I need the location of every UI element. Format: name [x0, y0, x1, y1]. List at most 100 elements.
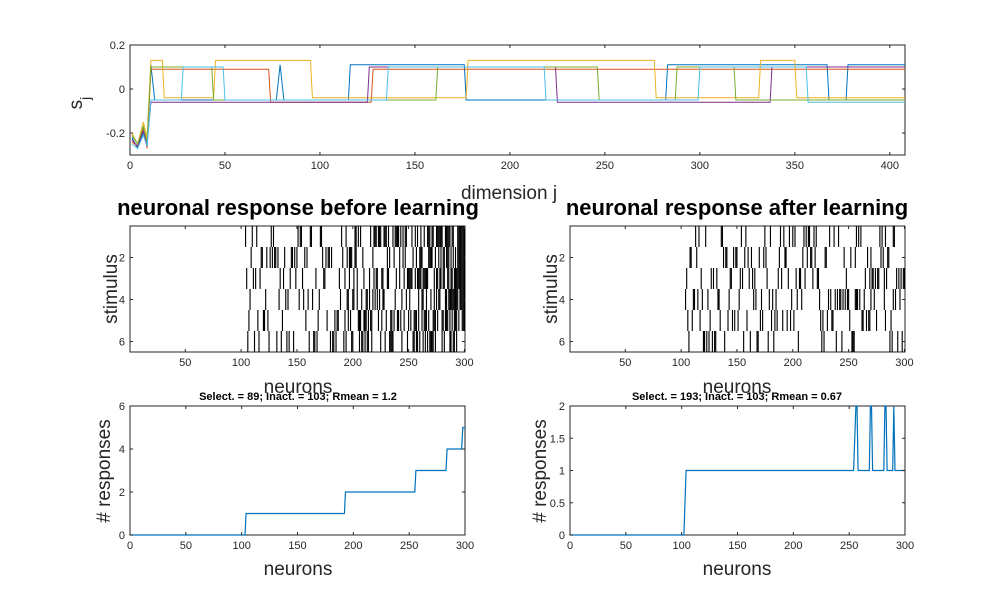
raster-before-response-mark	[275, 247, 277, 268]
raster-after-xtick-label: 150	[728, 357, 746, 369]
raster-after-response-mark	[810, 247, 812, 268]
raster-before-response-mark	[409, 289, 411, 310]
raster-before-response-mark	[460, 226, 462, 247]
raster-before-response-mark	[357, 310, 359, 331]
raster-before-response-mark	[280, 331, 282, 352]
raster-after-response-mark	[702, 331, 704, 352]
raster-before-xtick-label: 250	[399, 357, 417, 369]
raster-before-response-mark	[358, 310, 361, 331]
raster-after-response-mark	[839, 289, 841, 310]
raster-after-response-mark	[894, 289, 897, 310]
raster-after-response-mark	[888, 247, 890, 268]
raster-before-response-mark	[452, 247, 454, 268]
raster-before-response-mark	[272, 226, 275, 247]
raster-before-response-mark	[434, 247, 436, 268]
raster-after-response-mark	[855, 226, 857, 247]
raster-after-response-mark	[899, 289, 901, 310]
raster-before-y-ticks: 2 4 6	[119, 253, 465, 349]
raster-before-response-mark	[313, 331, 315, 352]
raster-after-response-mark	[727, 310, 729, 331]
raster-after-response-mark	[801, 289, 803, 310]
raster-after-response-mark	[754, 268, 756, 289]
raster-before-response-mark	[439, 289, 441, 310]
raster-before-response-mark	[420, 268, 422, 289]
raster-before-response-mark	[451, 226, 453, 247]
raster-before-response-mark	[454, 247, 457, 268]
raster-before-response-mark	[285, 289, 287, 310]
raster-before-response-mark	[380, 226, 382, 247]
raster-before-response-mark	[368, 268, 371, 289]
raster-before-response-mark	[278, 289, 280, 310]
raster-after-response-mark	[759, 310, 761, 331]
raster-before-ytick-label: 2	[119, 253, 125, 265]
raster-before-response-mark	[419, 247, 421, 268]
raster-before-response-mark	[401, 289, 403, 310]
raster-after-response-mark	[842, 289, 844, 310]
counts-before-x-ticks: 0 50 100 150 200 250 300	[127, 406, 474, 552]
raster-after-response-mark	[756, 331, 758, 352]
raster-before-response-mark	[396, 226, 398, 247]
raster-before-response-mark	[354, 226, 356, 247]
raster-before-response-mark	[450, 331, 452, 352]
raster-before-response-mark	[403, 268, 405, 289]
counts-after-ytick-label: 0	[559, 530, 565, 542]
raster-before-response-mark	[347, 289, 349, 310]
raster-after-response-mark	[710, 268, 712, 289]
raster-before-response-mark	[282, 268, 285, 289]
raster-before-ytick-label: 6	[119, 337, 125, 349]
raster-before-response-mark	[425, 310, 428, 331]
raster-before-response-mark	[335, 331, 337, 352]
raster-before-response-mark	[446, 310, 448, 331]
raster-before-response-mark	[424, 268, 426, 289]
raster-before-response-mark	[450, 247, 452, 268]
raster-after-response-mark	[771, 310, 773, 331]
raster-before-response-mark	[414, 268, 416, 289]
raster-before-response-mark	[268, 331, 270, 352]
raster-after-response-mark	[845, 268, 847, 289]
raster-before-xtick-label: 200	[344, 357, 362, 369]
counts-after-xtick-label: 0	[567, 540, 573, 552]
sj-ytick-label: 0	[119, 84, 125, 96]
raster-before-response-mark	[415, 247, 417, 268]
raster-before-response-mark	[402, 247, 404, 268]
raster-after-marks	[685, 226, 905, 352]
raster-before-response-mark	[447, 310, 449, 331]
raster-before-response-mark	[384, 331, 386, 352]
raster-after-response-mark	[765, 247, 767, 268]
raster-after-response-mark	[883, 268, 885, 289]
raster-before-response-mark	[399, 268, 401, 289]
raster-before-response-mark	[405, 289, 407, 310]
raster-before-response-mark	[447, 226, 449, 247]
raster-before-response-mark	[412, 331, 414, 352]
raster-before-response-mark	[265, 289, 267, 310]
raster-after-response-mark	[841, 331, 843, 352]
raster-before-response-mark	[454, 289, 457, 310]
raster-after-response-mark	[744, 247, 746, 268]
raster-before-response-mark	[444, 226, 447, 247]
raster-before-response-mark	[414, 310, 416, 331]
raster-before-response-mark	[361, 289, 363, 310]
raster-after-response-mark	[816, 268, 818, 289]
raster-after-response-mark	[740, 226, 742, 247]
raster-after-response-mark	[743, 331, 745, 352]
raster-after-xtick-label: 50	[619, 357, 631, 369]
raster-before-response-mark	[410, 310, 412, 331]
raster-before-response-mark	[318, 289, 320, 310]
raster-before-response-mark	[428, 247, 430, 268]
raster-after-response-mark	[709, 310, 711, 331]
raster-after-ytick-label: 6	[559, 337, 565, 349]
raster-after-response-mark	[843, 247, 845, 268]
raster-before-response-mark	[276, 331, 278, 352]
counts-before-xtick-label: 100	[232, 540, 250, 552]
raster-after-response-mark	[796, 289, 798, 310]
raster-after-response-mark	[878, 268, 880, 289]
raster-before-response-mark	[269, 247, 271, 268]
raster-before-response-mark	[375, 226, 377, 247]
sj-y-ticks: -0.2 0 0.2	[106, 40, 905, 140]
raster-after-axes: neuronal response after learning 50 100 15…	[541, 195, 914, 398]
raster-before-response-mark	[460, 268, 462, 289]
raster-after-response-mark	[724, 331, 726, 352]
sj-x-axis-label: dimension j	[461, 183, 557, 204]
raster-before-response-mark	[450, 289, 452, 310]
raster-before-response-mark	[342, 247, 344, 268]
